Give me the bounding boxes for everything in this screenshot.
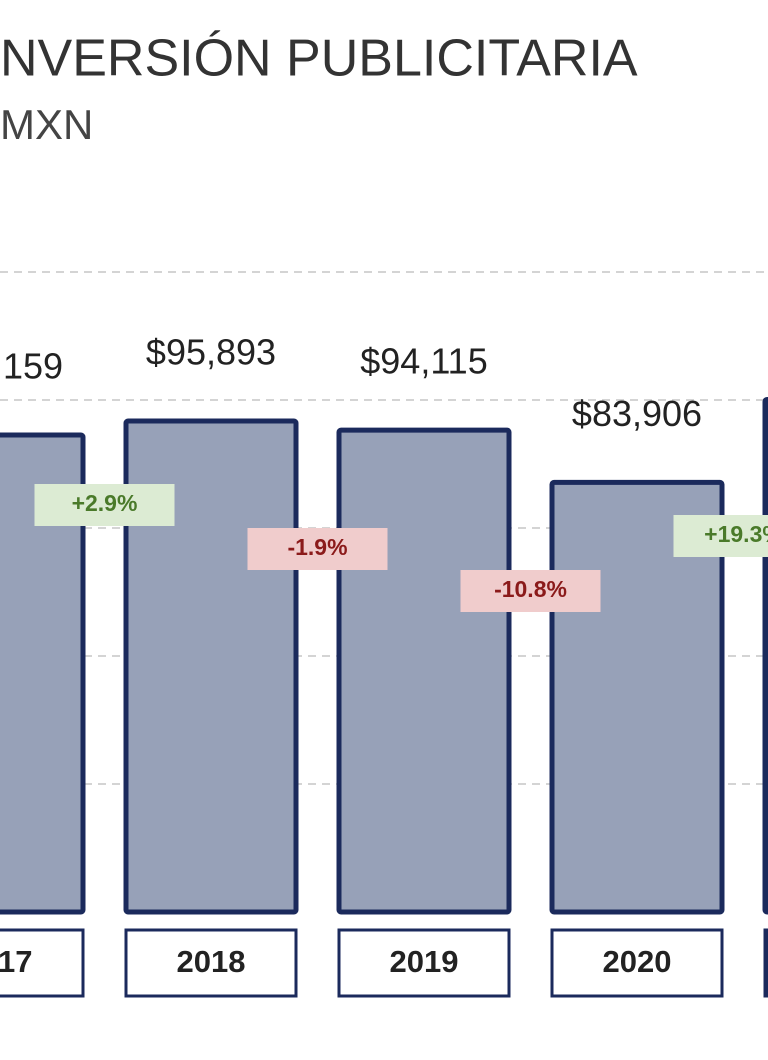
value-label: $83,906 [572, 393, 702, 434]
chart-subtitle: MXN [0, 101, 93, 148]
bar [0, 432, 86, 915]
x-tick-label: 2019 [390, 944, 459, 979]
chart-title: NVERSIÓN PUBLICITARIA [0, 30, 638, 88]
category-box [0, 928, 85, 998]
x-tick-label: 2020 [603, 944, 672, 979]
value-label: $95,893 [146, 332, 276, 373]
change-box [460, 570, 601, 612]
change-label: -10.8% [494, 576, 567, 602]
x-tick-label: 2017 [0, 944, 32, 979]
change-box [34, 484, 175, 526]
x-tick-label: 2018 [177, 944, 246, 979]
change-label: +19.3% [704, 521, 768, 547]
category-box [550, 928, 724, 998]
change-box [673, 515, 768, 557]
change-label: +2.9% [72, 490, 138, 516]
change-label: -1.9% [287, 534, 347, 560]
value-label: $93,159 [0, 346, 63, 387]
value-label: $94,115 [360, 341, 487, 382]
category-box [337, 928, 511, 998]
category-box [124, 928, 298, 998]
category-box [763, 928, 768, 998]
bar [336, 427, 512, 915]
change-box [247, 528, 388, 570]
